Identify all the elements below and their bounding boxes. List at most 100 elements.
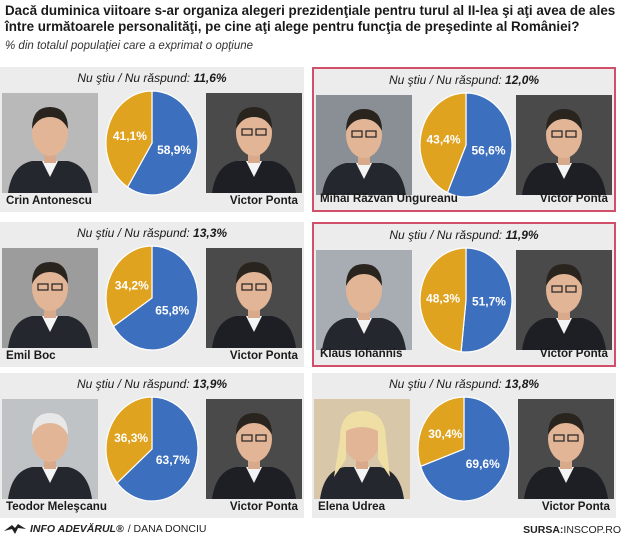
eagle-logo-icon bbox=[4, 524, 26, 534]
photo-face bbox=[546, 112, 582, 158]
photo-hair bbox=[334, 411, 390, 477]
photo-hair bbox=[548, 413, 584, 435]
photo-shirt bbox=[246, 161, 262, 177]
pie-label-ponta: 56,6% bbox=[471, 143, 505, 157]
photo-shirt bbox=[42, 161, 58, 177]
ponta-name: Victor Ponta bbox=[229, 500, 298, 513]
pie-slice-challenger bbox=[105, 396, 153, 484]
photo-shirt bbox=[246, 467, 262, 483]
photo-face bbox=[546, 267, 582, 313]
pie-slice-ponta bbox=[460, 247, 513, 353]
page-subtitle: % din totalul populaţiei care a exprimat… bbox=[5, 40, 254, 52]
photo-glasses-right bbox=[365, 130, 377, 138]
photo-shirt bbox=[356, 163, 372, 179]
matchup-panel-udrea-ponta: Nu ştiu / Nu răspund: 13,8% 30,4% 69,6% E… bbox=[312, 373, 616, 518]
matchup-panel-ungureanu-ponta: Nu ştiu / Nu răspund: 12,0% 43,4% 56,6% M… bbox=[312, 67, 616, 212]
photo-glasses-left bbox=[551, 285, 563, 293]
ponta-name: Victor Ponta bbox=[541, 500, 610, 513]
photo-face bbox=[32, 110, 68, 156]
photo-glasses-right bbox=[567, 434, 579, 442]
footer-source-value: INSCOP.RO bbox=[563, 524, 621, 536]
footer-author: / DANA DONCIU bbox=[127, 523, 207, 535]
pie-label-challenger: 30,4% bbox=[428, 427, 462, 441]
photo-shirt bbox=[356, 318, 372, 334]
pie-chart: 41,1% 58,9% bbox=[105, 90, 199, 196]
photo-hair bbox=[236, 413, 272, 435]
photo-face bbox=[32, 416, 68, 462]
photo-glasses-left bbox=[37, 283, 49, 291]
pie-slice-challenger bbox=[419, 92, 467, 194]
ponta-photo bbox=[516, 95, 612, 195]
footer-source: SURSA:INSCOP.RO bbox=[523, 524, 621, 536]
pie-label-challenger: 34,2% bbox=[115, 279, 149, 293]
no-answer-text: Nu ştiu / Nu răspund: 11,9% bbox=[389, 228, 539, 242]
photo-glasses-left bbox=[553, 434, 565, 442]
photo-hair bbox=[546, 264, 582, 286]
challenger-photo bbox=[314, 399, 410, 499]
photo-shirt bbox=[556, 163, 572, 179]
ponta-name: Victor Ponta bbox=[229, 349, 298, 362]
pie-slice-ponta bbox=[116, 396, 199, 502]
photo-face bbox=[346, 267, 382, 313]
pie-label-challenger: 36,3% bbox=[114, 431, 148, 445]
pie-slice-ponta bbox=[419, 396, 511, 502]
pie-slice-challenger bbox=[417, 396, 465, 468]
no-answer-text: Nu ştiu / Nu răspund: 11,6% bbox=[77, 71, 227, 85]
challenger-name: Mihai Răzvan Ungureanu bbox=[320, 192, 458, 205]
photo-glasses-left bbox=[551, 130, 563, 138]
footer-brand: INFO ADEVĂRUL® bbox=[30, 523, 124, 535]
no-answer-text: Nu ştiu / Nu răspund: 12,0% bbox=[388, 73, 540, 87]
photo-shirt bbox=[556, 318, 572, 334]
photo-glasses-right bbox=[565, 285, 577, 293]
pie-chart: 34,2% 65,8% bbox=[105, 245, 199, 351]
challenger-name: Klaus Iohannis bbox=[320, 347, 403, 360]
pie-slice-challenger bbox=[105, 90, 153, 188]
ponta-name: Victor Ponta bbox=[539, 347, 608, 360]
pie-label-ponta: 51,7% bbox=[472, 294, 506, 308]
photo-hair bbox=[346, 264, 382, 286]
photo-glasses-left bbox=[351, 130, 363, 138]
photo-hair bbox=[32, 107, 68, 129]
pie-label-ponta: 63,7% bbox=[156, 453, 190, 467]
pie-label-ponta: 58,9% bbox=[157, 143, 191, 157]
pie-label-ponta: 69,6% bbox=[466, 457, 500, 471]
pie-chart: 43,4% 56,6% bbox=[419, 92, 513, 198]
photo-hair bbox=[346, 109, 382, 131]
photo-shirt bbox=[354, 467, 370, 483]
photo-glasses-left bbox=[241, 283, 253, 291]
challenger-photo bbox=[2, 248, 98, 348]
no-answer-text: Nu ştiu / Nu răspund: 13,9% bbox=[76, 377, 228, 391]
footer-credits: INFO ADEVĂRUL® / DANA DONCIU bbox=[4, 523, 206, 535]
photo-face bbox=[32, 265, 68, 311]
matchup-panel-melescanu-ponta: Nu ştiu / Nu răspund: 13,9% 36,3% 63,7% T… bbox=[0, 373, 304, 518]
footer-source-label: SURSA: bbox=[523, 524, 564, 536]
ponta-photo bbox=[518, 399, 614, 499]
pie-slice-challenger bbox=[105, 245, 153, 328]
challenger-name: Emil Boc bbox=[6, 349, 56, 362]
pie-label-challenger: 43,4% bbox=[426, 133, 460, 147]
photo-glasses-right bbox=[255, 434, 267, 442]
pie-slice-challenger bbox=[419, 247, 467, 353]
pie-slice-ponta bbox=[112, 245, 199, 351]
challenger-photo bbox=[2, 93, 98, 193]
pie-chart: 48,3% 51,7% bbox=[419, 247, 513, 353]
pie-label-ponta: 65,8% bbox=[155, 303, 189, 317]
photo-shirt bbox=[42, 316, 58, 332]
photo-glasses-right bbox=[565, 130, 577, 138]
ponta-photo bbox=[206, 399, 302, 499]
photo-face bbox=[346, 112, 382, 158]
matchup-panel-boc-ponta: Nu ştiu / Nu răspund: 13,3% 34,2% 65,8% E… bbox=[0, 222, 304, 367]
page-title: Dacă duminica viitoare s-ar organiza ale… bbox=[5, 3, 616, 34]
no-answer-text: Nu ştiu / Nu răspund: 13,3% bbox=[76, 226, 228, 240]
matchup-panel-iohannis-ponta: Nu ştiu / Nu răspund: 11,9% 48,3% 51,7% K… bbox=[312, 222, 616, 367]
photo-hair bbox=[546, 109, 582, 131]
photo-hair bbox=[236, 107, 272, 129]
matchup-panel-antonescu-ponta: Nu ştiu / Nu răspund: 11,6% 41,1% 58,9% C… bbox=[0, 67, 304, 212]
pie-chart: 30,4% 69,6% bbox=[417, 396, 511, 502]
photo-face bbox=[548, 416, 584, 462]
photo-face bbox=[236, 110, 272, 156]
photo-shirt bbox=[42, 467, 58, 483]
ponta-photo bbox=[206, 248, 302, 348]
photo-hair bbox=[236, 262, 272, 284]
challenger-photo bbox=[2, 399, 98, 499]
